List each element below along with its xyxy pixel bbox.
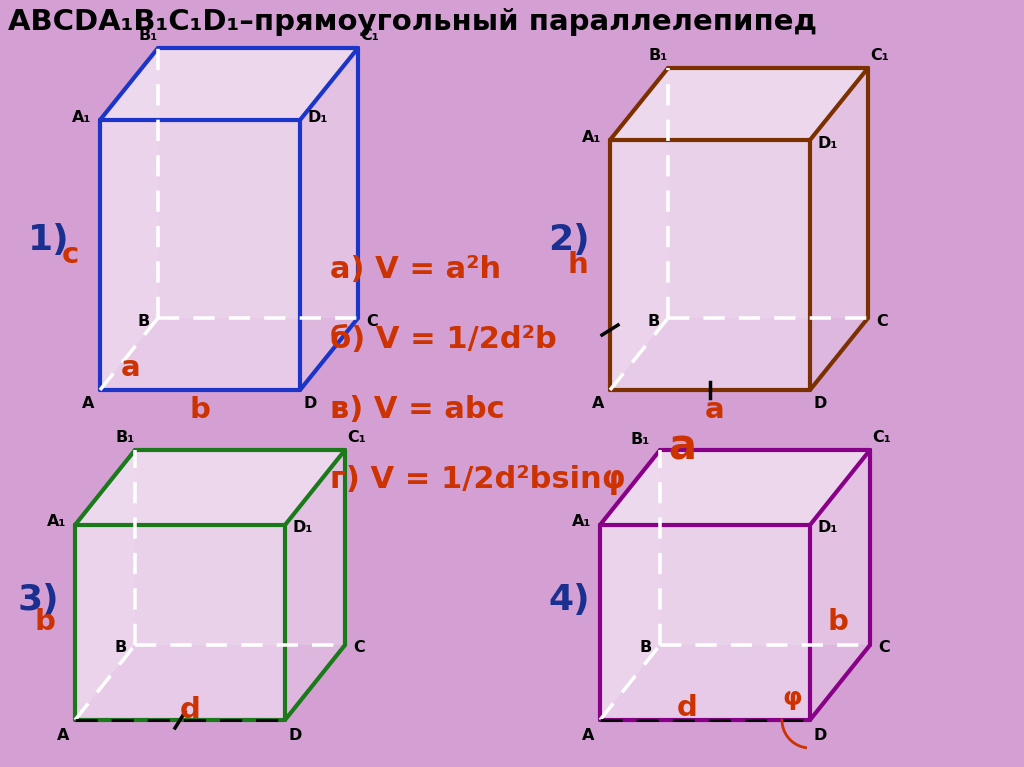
Polygon shape	[660, 450, 870, 645]
Polygon shape	[100, 48, 358, 120]
Text: D₁: D₁	[818, 521, 839, 535]
Text: A: A	[592, 397, 604, 412]
Text: C: C	[879, 640, 890, 656]
Polygon shape	[135, 450, 345, 645]
Polygon shape	[75, 525, 285, 720]
Text: B₁: B₁	[631, 433, 649, 447]
Polygon shape	[600, 450, 870, 525]
Text: г) V = 1/2d²bsinφ: г) V = 1/2d²bsinφ	[330, 465, 626, 495]
Text: B: B	[138, 314, 151, 328]
Text: C₁: C₁	[360, 28, 379, 44]
Text: 3): 3)	[18, 583, 59, 617]
Text: C₁: C₁	[347, 430, 367, 446]
Text: A: A	[56, 728, 70, 742]
Text: h: h	[567, 251, 589, 279]
Polygon shape	[300, 48, 358, 390]
Text: C: C	[877, 314, 888, 328]
Text: A: A	[82, 397, 94, 412]
Text: C: C	[353, 640, 365, 656]
Text: D: D	[813, 397, 826, 412]
Polygon shape	[600, 450, 660, 720]
Text: a: a	[121, 354, 141, 382]
Text: D: D	[289, 728, 302, 742]
Text: D₁: D₁	[293, 521, 313, 535]
Text: a: a	[706, 396, 725, 424]
Text: 2): 2)	[548, 223, 590, 257]
Polygon shape	[100, 48, 158, 390]
Text: b: b	[35, 608, 55, 637]
Polygon shape	[610, 140, 810, 390]
Text: а) V = a²h: а) V = a²h	[330, 255, 501, 285]
Polygon shape	[285, 450, 345, 720]
Text: b: b	[189, 396, 211, 424]
Polygon shape	[75, 450, 135, 720]
Polygon shape	[810, 450, 870, 720]
Text: b: b	[827, 608, 849, 637]
Text: a: a	[668, 427, 696, 469]
Text: 1): 1)	[28, 223, 70, 257]
Text: φ: φ	[782, 686, 802, 710]
Text: d: d	[677, 694, 697, 722]
Polygon shape	[610, 68, 668, 390]
Text: б) V = 1/2d²b: б) V = 1/2d²b	[330, 325, 557, 354]
Text: B₁: B₁	[138, 28, 158, 44]
Text: B: B	[115, 640, 127, 656]
Text: A: A	[582, 728, 594, 742]
Text: C₁: C₁	[872, 430, 891, 446]
Text: B: B	[648, 314, 660, 328]
Text: 4): 4)	[548, 583, 590, 617]
Polygon shape	[610, 68, 868, 140]
Text: A₁: A₁	[572, 515, 592, 529]
Polygon shape	[158, 48, 358, 318]
Text: C: C	[367, 314, 378, 328]
Text: B: B	[640, 640, 652, 656]
Text: в) V = abc: в) V = abc	[330, 396, 505, 424]
Text: C₁: C₁	[870, 48, 890, 64]
Polygon shape	[668, 68, 868, 318]
Text: D: D	[813, 728, 826, 742]
Text: D: D	[303, 397, 316, 412]
Text: A₁: A₁	[47, 515, 67, 529]
Polygon shape	[810, 68, 868, 390]
Text: D₁: D₁	[308, 110, 328, 124]
Polygon shape	[600, 525, 810, 720]
Text: c: c	[61, 241, 79, 269]
Text: A₁: A₁	[583, 130, 602, 144]
Text: A₁: A₁	[73, 110, 92, 124]
Text: d: d	[179, 696, 201, 724]
Text: B₁: B₁	[648, 48, 668, 64]
Text: D₁: D₁	[818, 136, 839, 150]
Polygon shape	[75, 450, 345, 525]
Text: B₁: B₁	[116, 430, 134, 446]
Polygon shape	[100, 120, 300, 390]
Text: ABCDA₁B₁C₁D₁–прямоугольный параллелепипед: ABCDA₁B₁C₁D₁–прямоугольный параллелепипе…	[8, 8, 817, 36]
